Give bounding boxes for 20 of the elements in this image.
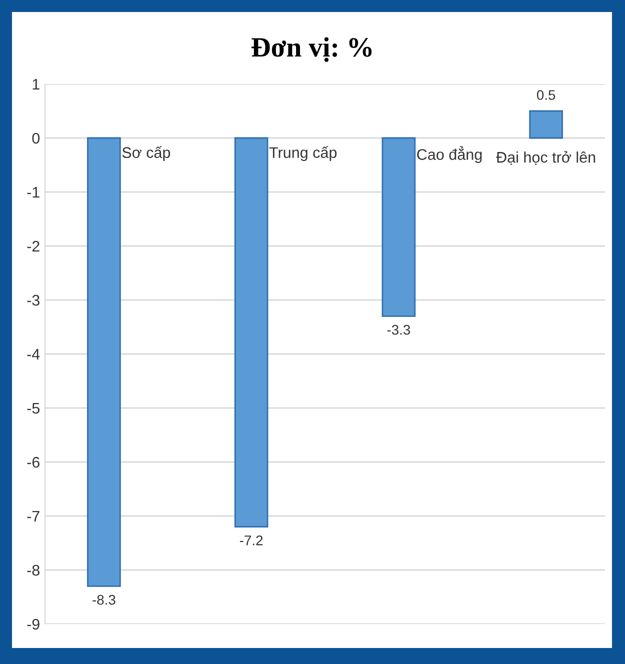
x-tick-label: Đại học trở lên	[496, 151, 596, 165]
y-tick-label: -5	[27, 403, 40, 414]
chart-title: Đơn vị: %	[251, 37, 372, 62]
y-tick-label: -2	[27, 240, 40, 252]
data-label: -8.3	[92, 594, 116, 605]
data-label: -7.2	[240, 536, 263, 546]
y-tick-label: -3	[27, 294, 40, 306]
y-tick-label: 1	[32, 79, 40, 90]
y-tick-label: -7	[27, 511, 40, 522]
y-tick-label: -8	[27, 564, 40, 576]
y-tick-label: -9	[27, 618, 40, 630]
x-tick-label: Trung cấp	[269, 146, 337, 162]
y-tick-label: -1	[27, 187, 40, 198]
y-tick-label: -6	[27, 456, 40, 468]
x-tick-label: Sơ cấp	[122, 146, 170, 162]
data-label: -3.3	[387, 324, 410, 335]
x-tick-label: Cao đẳng	[417, 146, 482, 163]
data-label: 0.5	[536, 90, 556, 100]
y-tick-label: 0	[32, 132, 40, 144]
y-tick-label: -4	[27, 349, 40, 360]
